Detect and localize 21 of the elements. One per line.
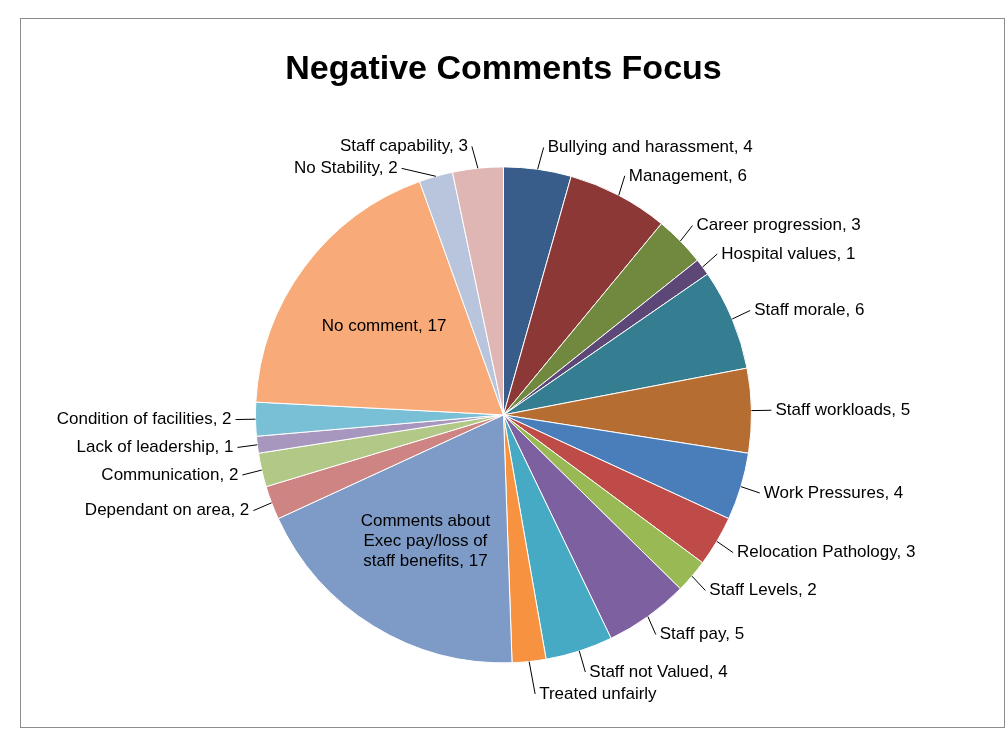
slice-label: No Stability, 2	[294, 158, 398, 178]
slice-label: Comments about Exec pay/loss of staff benefits, 17	[360, 511, 491, 571]
slice-label: Management, 6	[628, 165, 747, 185]
slice-label: Staff capability, 3	[339, 136, 468, 156]
slice-label: Staff pay, 5	[659, 624, 745, 644]
slice-label: Bullying and harassment, 4	[547, 137, 753, 157]
slice-label: Treated unfairly	[539, 683, 658, 703]
slice-label: Career progression, 3	[696, 215, 861, 235]
slice-label: Dependant on area, 2	[84, 500, 250, 520]
chart-title: Negative Comments Focus	[285, 47, 722, 86]
slice-label: Staff morale, 6	[754, 300, 865, 320]
slice-label: Staff workloads, 5	[775, 399, 911, 419]
slice-label: Hospital values, 1	[721, 243, 856, 263]
slice-label: Relocation Pathology, 3	[737, 542, 916, 562]
slice-label: Lack of leadership, 1	[76, 437, 234, 457]
slice-label: Staff Levels, 2	[709, 580, 817, 600]
slice-label: Staff not Valued, 4	[589, 661, 728, 681]
slice-label: Condition of facilities, 2	[56, 409, 232, 429]
slice-label: Work Pressures, 4	[763, 482, 904, 502]
slice-label: No comment, 17	[321, 315, 447, 335]
slice-label: Communication, 2	[101, 464, 239, 484]
